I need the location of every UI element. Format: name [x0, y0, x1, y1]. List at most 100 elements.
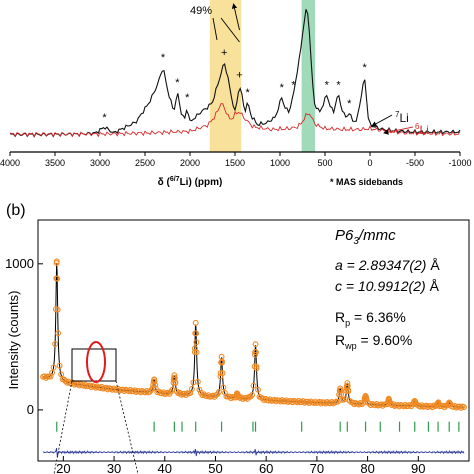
series-label-7li: 7Li — [395, 110, 409, 125]
observed-point — [193, 339, 200, 346]
observed-point — [220, 384, 227, 391]
param-rp: Rp = 6.36% — [335, 309, 406, 328]
series-label-6li: 6Li — [415, 122, 429, 137]
observed-point — [255, 386, 261, 393]
difference-curve — [42, 447, 465, 458]
observed-point — [363, 394, 369, 401]
arrow-line — [371, 114, 393, 127]
plus-marker: + — [236, 70, 242, 82]
observed-point — [192, 319, 199, 326]
observed-point — [252, 351, 258, 358]
x-tick-label: 0 — [367, 158, 372, 168]
observed-point — [218, 353, 225, 360]
observed-point — [58, 371, 65, 378]
x-tick-label: -1000 — [448, 158, 471, 168]
observed-point — [152, 381, 158, 388]
observed-point — [253, 363, 260, 370]
observed-point — [345, 388, 352, 395]
x-tick-label: 80 — [360, 461, 374, 474]
x-tick-label: 2500 — [135, 158, 155, 168]
arrow-line — [383, 126, 414, 135]
peak-annotations: ++**** * * * * ***49% — [102, 5, 367, 124]
plus-marker: + — [221, 47, 227, 59]
sideband-marker: * — [336, 80, 341, 92]
observed-point — [363, 396, 370, 403]
observed-point — [357, 400, 364, 406]
arrow-line — [220, 17, 240, 43]
observed-point — [457, 404, 464, 411]
observed-point — [171, 372, 178, 379]
observed-point — [447, 401, 454, 408]
observed-point — [338, 391, 345, 398]
observed-point — [52, 341, 59, 347]
observed-point — [193, 349, 200, 356]
panel-label-b: (b) — [6, 202, 26, 219]
param-a: a = 2.89347(2) Å — [335, 257, 440, 273]
observed-point — [253, 349, 259, 356]
x-tick-label: 50 — [208, 461, 222, 474]
observed-point — [49, 369, 56, 376]
x-tick-label: 1500 — [225, 158, 245, 168]
arrow-line — [212, 17, 218, 41]
observed-point — [196, 386, 203, 393]
bragg-markers — [56, 421, 460, 432]
nmr-panel: 4000 3500 3000 2500 2000 1500 1000 500 0 -500 -100… — [0, 0, 472, 188]
x-tick-label: 3500 — [45, 158, 65, 168]
sideband-marker: * — [280, 82, 285, 94]
observed-point — [344, 383, 351, 389]
observed-point — [436, 401, 442, 408]
observed-points — [40, 258, 467, 411]
arrow-line — [231, 3, 240, 31]
x-tick-label: 3000 — [90, 158, 110, 168]
observed-point — [219, 359, 225, 366]
observed-point — [188, 386, 195, 392]
xrd-panel: (b) 0 1000 20 30 40 50 60 70 80 90 Intensity (co… — [5, 202, 470, 474]
highlight-bands — [209, 0, 316, 152]
plot-frame — [37, 219, 470, 462]
x-tick-label: 40 — [158, 461, 172, 474]
observed-point — [62, 378, 69, 385]
observed-point — [193, 330, 200, 337]
x-tick-label: 30 — [107, 461, 121, 474]
param-c: c = 10.9912(2) Å — [335, 278, 440, 294]
highlight-band-2 — [301, 0, 316, 152]
sideband-marker: * — [175, 77, 180, 89]
observed-point — [164, 389, 171, 396]
observed-point — [55, 330, 62, 337]
x-tick-label: 4000 — [0, 158, 20, 168]
observed-point — [337, 387, 344, 394]
percent-label: 49% — [190, 5, 212, 17]
x-ticks: 20 30 40 50 60 70 80 90 — [56, 456, 426, 474]
x-tick-label: 500 — [317, 158, 332, 168]
footnote: * MAS sidebands — [330, 177, 403, 187]
observed-point — [386, 398, 393, 405]
observed-point — [53, 258, 60, 265]
y-ticks: 0 1000 — [5, 256, 43, 417]
x-tick-label: 2000 — [180, 158, 200, 168]
x-tick-label: 1000 — [270, 158, 290, 168]
y-tick-label: 1000 — [5, 256, 34, 271]
observed-point — [252, 341, 259, 348]
observed-point — [412, 400, 419, 406]
sideband-marker: * — [347, 98, 352, 110]
observed-point — [344, 380, 351, 386]
space-group: P63/mmc — [335, 227, 396, 247]
y-tick-label: 0 — [27, 402, 34, 417]
observed-point — [172, 379, 179, 386]
x-ticks: 4000 3500 3000 2500 2000 1500 1000 500 0 -500 -100… — [0, 152, 472, 168]
observed-point — [194, 378, 201, 385]
difference-line — [42, 447, 465, 458]
x-tick-label: 90 — [411, 461, 425, 474]
observed-point — [235, 392, 242, 399]
observed-point — [346, 397, 353, 404]
param-rwp: Rwp = 9.60% — [335, 332, 412, 351]
sideband-marker: * — [245, 87, 250, 99]
observed-point — [219, 370, 226, 377]
y-axis-label: Intensity (counts) — [6, 291, 21, 390]
observed-point — [56, 362, 63, 369]
sideband-marker: * — [102, 112, 107, 124]
zoom-box — [71, 348, 117, 382]
observed-point — [50, 364, 57, 371]
sideband-marker: * — [362, 62, 367, 74]
